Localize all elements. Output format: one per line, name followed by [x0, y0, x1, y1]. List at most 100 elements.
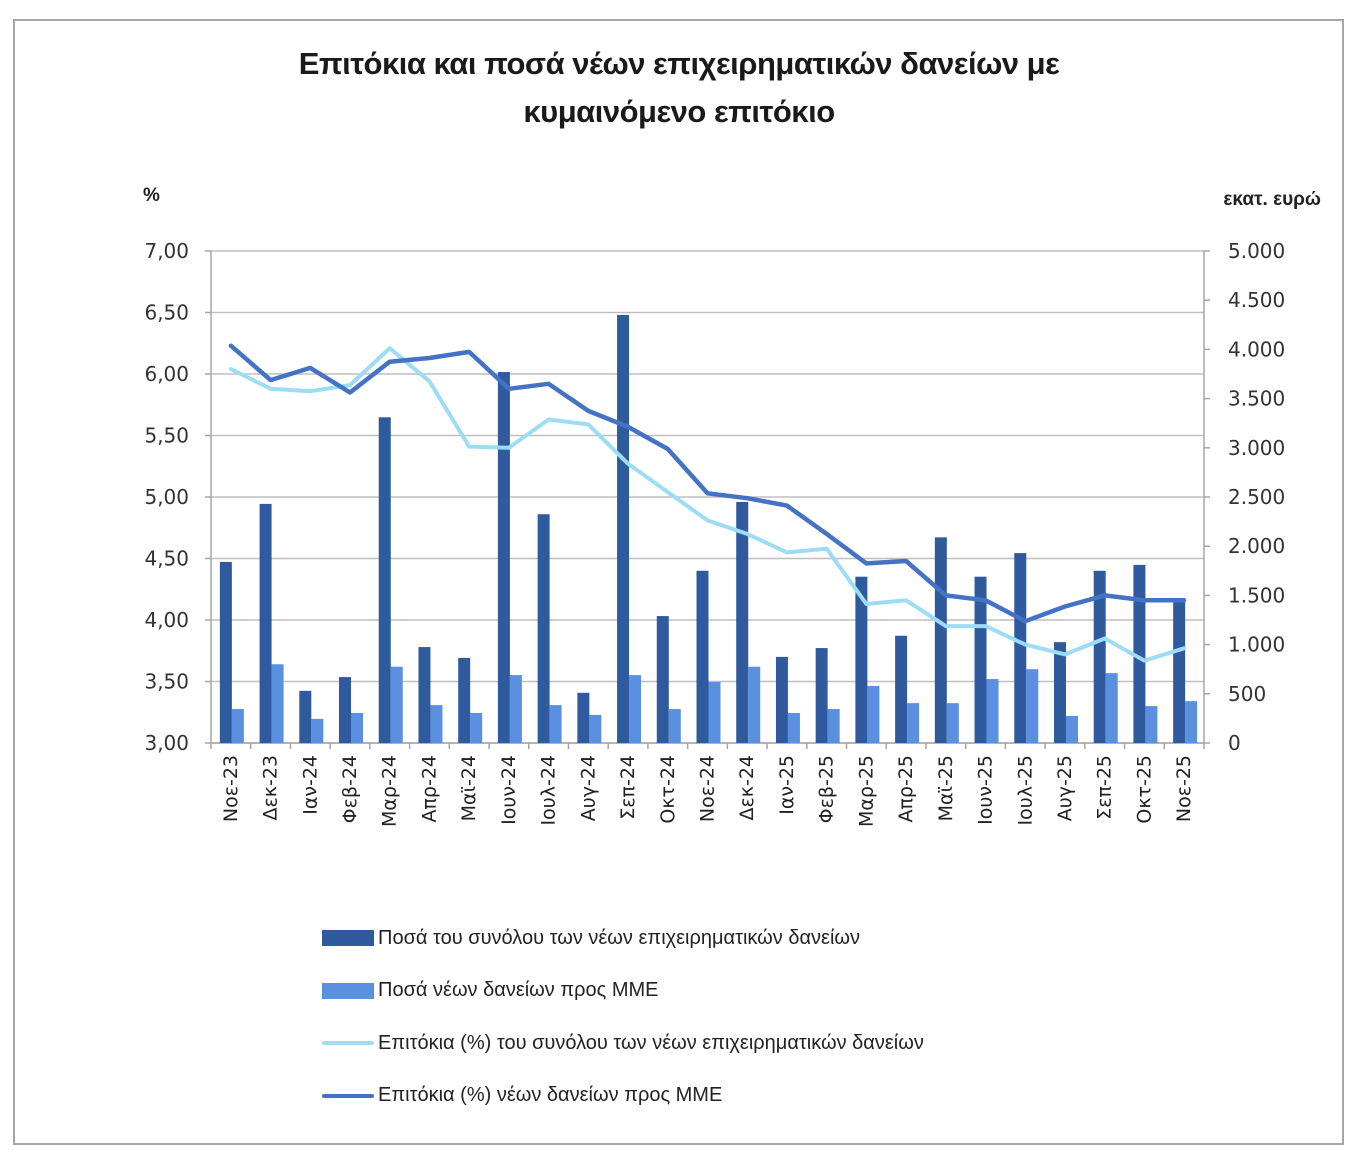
bar-sme-amount [549, 705, 562, 743]
x-category-label: Ιουλ-25 [1014, 755, 1036, 826]
left-tick-label: 5,50 [144, 424, 189, 448]
axes [205, 250, 1210, 749]
legend-swatch-sme-amounts-bar-icon [322, 982, 374, 999]
bar-total-amount [855, 576, 868, 743]
bar-total-amount [219, 561, 232, 743]
bar-sme-amount [470, 712, 483, 743]
x-category-label: Οκτ-24 [657, 755, 679, 824]
bar-sme-amount [1185, 701, 1198, 743]
bar-sme-amount [827, 709, 840, 743]
right-tick-label: 3.500 [1228, 387, 1285, 411]
right-tick-label: 4.500 [1228, 288, 1285, 312]
bar-total-amount [815, 648, 828, 743]
right-tick-label: 4.000 [1228, 337, 1285, 361]
line-total-rate [228, 346, 1187, 663]
bar-total-amount [895, 635, 908, 743]
x-category-label: Απρ-24 [418, 755, 440, 823]
right-tick-label: 1.500 [1228, 583, 1285, 607]
x-category-label: Σεπ-24 [617, 755, 639, 820]
left-tick-label: 6,50 [144, 301, 189, 325]
right-tick-label: 1.000 [1228, 633, 1285, 657]
bar-total-amount [1093, 570, 1106, 743]
x-category-label: Οκτ-25 [1133, 755, 1155, 824]
line-series [228, 343, 1187, 663]
bar-sme-amount [668, 709, 681, 743]
left-tick-label: 7,00 [144, 239, 189, 263]
bar-total-amount [1014, 553, 1027, 743]
bar-total-amount [418, 647, 431, 743]
right-tick-label: 5.000 [1228, 239, 1285, 263]
left-axis-unit-label: % [143, 185, 160, 206]
bar-sme-amount [946, 703, 959, 743]
bar-sme-amount [271, 664, 284, 743]
right-axis-tick-labels: 0 500 1.000 1.500 2.000 2.500 3.000 3.500 4.000 4… [1228, 239, 1285, 755]
bar-sme-amount [787, 712, 800, 743]
left-tick-label: 4,50 [144, 547, 189, 571]
x-category-label: Ιουν-25 [975, 755, 997, 825]
x-category-label: Φεβ-24 [339, 755, 361, 823]
legend-swatch-sme-rates-line-icon [322, 1093, 374, 1098]
bar-sme-amount [907, 703, 920, 743]
bar-sme-amount [629, 675, 642, 743]
bar-total-amount [1053, 642, 1066, 743]
left-tick-label: 3,50 [144, 670, 189, 694]
x-category-label: Απρ-25 [895, 755, 917, 823]
bar-total-amount [497, 372, 510, 743]
bar-sme-amount [1065, 715, 1078, 743]
x-category-label: Μαϊ-25 [935, 755, 957, 821]
combo-chart-plot: 3,00 3,50 4,00 4,50 5,00 5,50 6,00 6,50 7,00 0 50… [144, 239, 1285, 827]
bar-sme-amount [867, 685, 880, 743]
x-category-label: Μαϊ-24 [458, 755, 480, 821]
chart-title-line-2: κυμαινόμενο επιτόκιο [523, 94, 835, 129]
bar-total-amount [1133, 564, 1146, 743]
x-category-label: Αυγ-25 [1054, 755, 1076, 821]
x-category-label: Ιαν-24 [299, 755, 321, 815]
left-tick-label: 5,00 [144, 485, 189, 509]
right-tick-label: 500 [1228, 682, 1266, 706]
right-axis-unit-label: εκατ. ευρώ [1223, 189, 1321, 210]
right-tick-label: 2.500 [1228, 485, 1285, 509]
right-tick-label: 0 [1228, 731, 1241, 755]
legend-item-sme-amounts: Ποσά νέων δανείων προς ΜΜΕ [322, 965, 924, 1018]
bar-sme-amount [311, 718, 324, 743]
bar-total-amount [378, 417, 391, 743]
x-category-label: Μαρ-25 [855, 755, 877, 827]
bar-sme-amount [1026, 669, 1039, 743]
x-category-label: Δεκ-23 [260, 755, 282, 821]
line-sme-rate [228, 343, 1187, 624]
x-category-label: Νοε-25 [1173, 755, 1195, 822]
chart-title-line-1: Επιτόκια και ποσά νέων επιχειρηματικών δ… [298, 46, 1060, 81]
bar-total-amount [458, 657, 471, 743]
bar-sme-amount [986, 679, 999, 743]
x-category-label: Φεβ-25 [816, 755, 838, 823]
x-axis-category-labels: Νοε-23 Δεκ-23 Ιαν-24 Φεβ-24 Μαρ-24 Απρ-24 Μαϊ-… [220, 755, 1195, 827]
legend-label: Επιτόκια (%) νέων δανείων προς ΜΜΕ [378, 1084, 723, 1107]
chart-title: Επιτόκια και ποσά νέων επιχειρηματικών δ… [0, 40, 1358, 136]
x-category-label: Ιουλ-24 [538, 755, 560, 826]
x-category-label: Μαρ-24 [379, 755, 401, 827]
bar-total-amount [259, 503, 272, 743]
chart-legend: Ποσά του συνόλου των νέων επιχειρηματικώ… [322, 912, 924, 1122]
x-category-label: Νοε-24 [697, 755, 719, 822]
bar-sme-amount [708, 681, 721, 743]
x-category-label: Σεπ-25 [1094, 755, 1116, 820]
bar-total-amount [617, 314, 630, 743]
x-category-label: Αυγ-24 [577, 755, 599, 821]
legend-item-total-rates: Επιτόκια (%) του συνόλου των νέων επιχει… [322, 1017, 924, 1070]
bar-total-amount [736, 501, 749, 743]
bar-total-amount [577, 692, 590, 743]
right-tick-label: 3.000 [1228, 436, 1285, 460]
bar-total-amount [299, 690, 312, 743]
bar-series [219, 314, 1198, 743]
legend-item-sme-rates: Επιτόκια (%) νέων δανείων προς ΜΜΕ [322, 1070, 924, 1123]
legend-label: Επιτόκια (%) του συνόλου των νέων επιχει… [378, 1031, 924, 1054]
bar-total-amount [537, 514, 550, 743]
bar-sme-amount [430, 705, 443, 743]
legend-label: Ποσά νέων δανείων προς ΜΜΕ [378, 979, 659, 1002]
legend-swatch-total-amounts-bar-icon [322, 930, 374, 947]
bar-sme-amount [231, 709, 244, 743]
right-tick-label: 2.000 [1228, 534, 1285, 558]
bar-total-amount [1173, 599, 1186, 743]
left-axis-tick-labels: 3,00 3,50 4,00 4,50 5,00 5,50 6,00 6,50 7,00 [144, 239, 189, 755]
bar-total-amount [934, 537, 947, 743]
